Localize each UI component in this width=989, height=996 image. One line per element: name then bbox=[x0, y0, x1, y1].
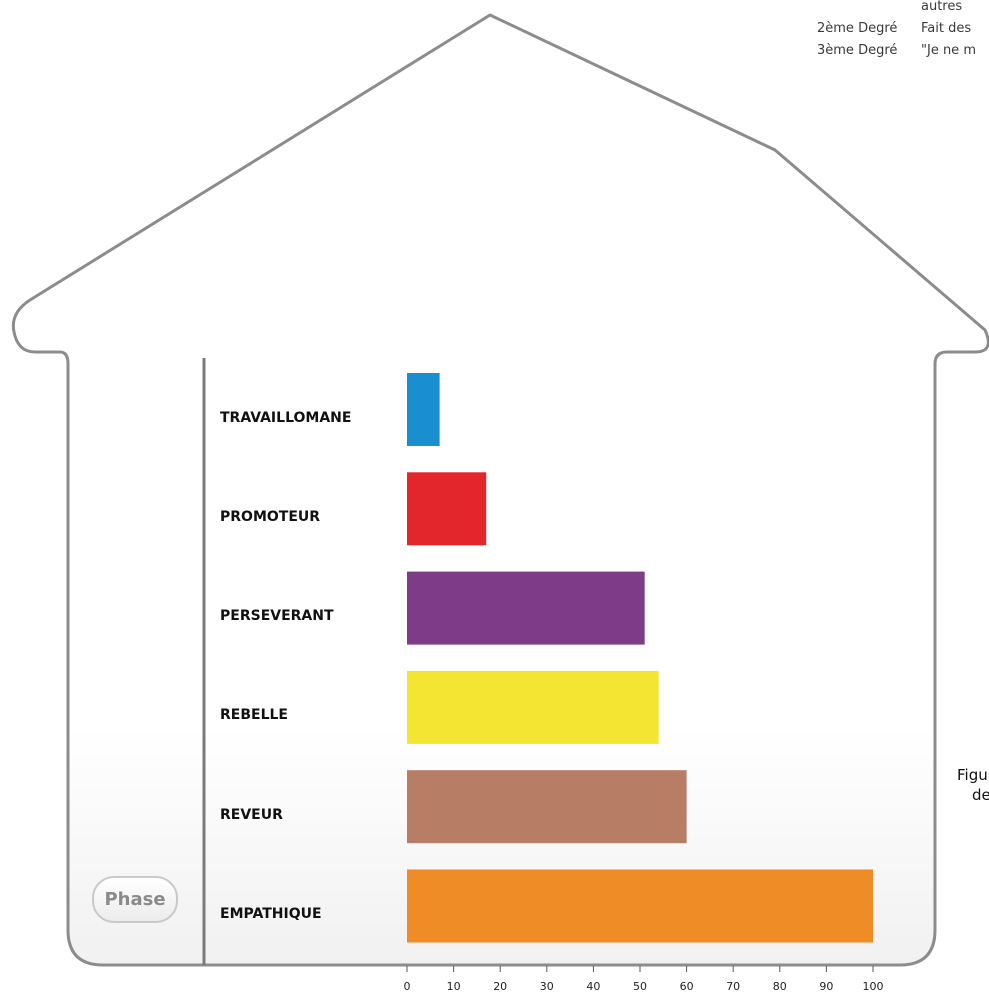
bg-text-autres: autres bbox=[921, 0, 963, 14]
category-label-empathique: EMPATHIQUE bbox=[220, 906, 322, 922]
bar-rebelle bbox=[407, 670, 659, 744]
x-tick-label: 90 bbox=[819, 980, 834, 993]
x-tick-label: 60 bbox=[679, 980, 694, 993]
bar-empathique bbox=[407, 869, 873, 943]
category-label-reveur: REVEUR bbox=[220, 806, 283, 823]
x-tick-label: 40 bbox=[586, 980, 601, 993]
bg-text-3eme-degre: 3ème Degré bbox=[817, 43, 898, 58]
x-tick-label: 30 bbox=[539, 980, 554, 993]
bar-promoteur bbox=[407, 472, 487, 546]
bar-reveur bbox=[407, 770, 687, 844]
bar-perseverant bbox=[407, 571, 645, 645]
house-outline bbox=[11, 13, 989, 967]
x-tick-label: 0 bbox=[403, 980, 411, 993]
bg-text-je-ne-m: "Je ne m bbox=[921, 43, 976, 58]
category-label-rebelle: REBELLE bbox=[220, 707, 288, 724]
x-tick-label: 50 bbox=[633, 980, 647, 993]
x-tick-label: 20 bbox=[493, 980, 508, 993]
x-tick-label: 70 bbox=[726, 980, 741, 993]
x-tick-label: 100 bbox=[862, 980, 884, 993]
category-label-promoteur: PROMOTEUR bbox=[220, 508, 321, 525]
category-label-travaillomane: TRAVAILLOMANE bbox=[220, 409, 352, 426]
bg-text-2eme-degre: 2ème Degré bbox=[817, 21, 898, 36]
phase-button-label: Phase bbox=[104, 889, 166, 910]
caption-fragment-figu: Figu bbox=[957, 766, 988, 784]
x-tick-label: 80 bbox=[772, 980, 787, 993]
caption-fragment-de: de bbox=[972, 786, 989, 804]
x-tick-label: 10 bbox=[446, 980, 461, 993]
bg-text-fait-des: Fait des bbox=[921, 21, 972, 36]
bar-travaillomane bbox=[407, 373, 440, 446]
phase-button[interactable]: Phase bbox=[92, 876, 178, 923]
category-label-perseverant: PERSEVERANT bbox=[220, 608, 334, 625]
